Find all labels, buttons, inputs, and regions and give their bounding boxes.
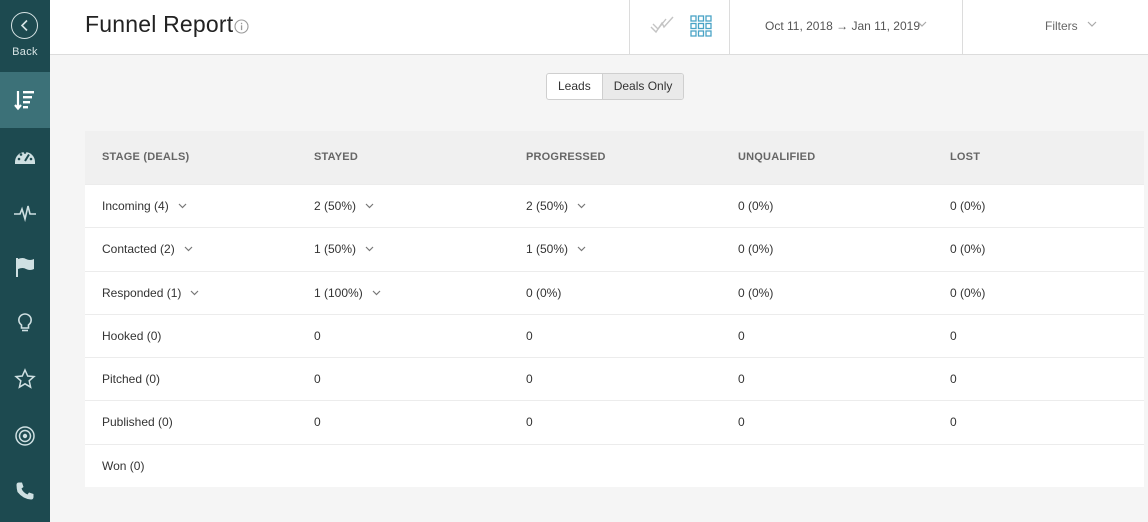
chevron-down-icon[interactable] — [577, 246, 586, 252]
phone-icon — [16, 482, 34, 500]
sidebar: Back — [0, 0, 50, 522]
progressed-cell: 0 — [526, 372, 533, 387]
header-divider — [629, 0, 630, 55]
stayed-cell[interactable]: 1 (50%) — [314, 242, 374, 256]
table-header: STAGE (DEALS) STAYED PROGRESSED UNQUALIF… — [85, 131, 1144, 184]
table-row: Published (0) 0 0 0 0 — [85, 400, 1144, 443]
chevron-down-icon[interactable] — [372, 290, 381, 296]
progressed-cell: 0 (0%) — [526, 285, 562, 300]
lightbulb-icon — [18, 313, 32, 332]
unqualified-cell: 0 (0%) — [738, 242, 774, 257]
table-row: Contacted (2) 1 (50%) 1 (50%) 0 (0%) 0 (… — [85, 227, 1144, 270]
stage-cell: Pitched (0) — [102, 372, 161, 387]
target-icon — [15, 426, 35, 446]
table-row: Responded (1) 1 (100%) 0 (0%) 0 (0%) 0 (… — [85, 270, 1144, 314]
stayed-cell: 0 — [314, 328, 321, 343]
cell-text: 1 (100%) — [314, 285, 363, 300]
gauge-icon — [15, 151, 35, 164]
progressed-cell[interactable]: 2 (50%) — [526, 199, 586, 213]
cell-text: Contacted (2) — [102, 242, 175, 257]
table-row: Won (0) — [85, 443, 1144, 487]
star-icon — [14, 368, 36, 389]
column-header-lost: LOST — [950, 151, 981, 163]
progressed-cell: 0 — [526, 415, 533, 430]
table-row: Incoming (4) 2 (50%) 2 (50%) 0 (0%) 0 (0… — [85, 184, 1144, 227]
chevron-left-icon — [11, 12, 38, 39]
lost-cell: 0 (0%) — [950, 199, 986, 213]
info-icon[interactable] — [234, 19, 249, 34]
grid-view-icon[interactable] — [690, 15, 712, 37]
cell-text: Incoming (4) — [102, 199, 169, 213]
lost-cell: 0 (0%) — [950, 285, 986, 300]
lost-cell: 0 — [950, 372, 957, 387]
cell-text: Responded (1) — [102, 285, 182, 300]
chevron-down-icon[interactable] — [184, 246, 193, 252]
sidebar-item-funnel[interactable] — [0, 72, 50, 128]
lost-cell: 0 (0%) — [950, 242, 986, 257]
back-label: Back — [12, 46, 38, 58]
chevron-down-icon[interactable] — [178, 203, 187, 209]
flag-icon — [16, 258, 34, 277]
sidebar-item-targets[interactable] — [0, 408, 50, 464]
page-title: Funnel Report — [85, 11, 234, 37]
column-header-stayed: STAYED — [314, 151, 358, 163]
date-range-selector[interactable]: Oct 11, 2018 → Jan 11, 2019 — [765, 19, 920, 33]
stage-cell: Won (0) — [102, 458, 145, 473]
unqualified-cell: 0 — [738, 372, 745, 387]
funnel-table: STAGE (DEALS) STAYED PROGRESSED UNQUALIF… — [85, 131, 1144, 488]
stayed-cell[interactable]: 2 (50%) — [314, 199, 374, 213]
stage-cell[interactable]: Responded (1) — [102, 286, 199, 300]
chart-view-icon[interactable] — [650, 15, 674, 37]
lost-cell: 0 — [950, 328, 957, 343]
column-header-progressed: PROGRESSED — [526, 151, 606, 163]
progressed-cell: 0 — [526, 328, 533, 343]
funnel-report-icon — [14, 91, 34, 111]
sidebar-item-dashboard[interactable] — [0, 128, 50, 184]
chevron-down-icon[interactable] — [190, 290, 199, 296]
table-row: Hooked (0) 0 0 0 0 — [85, 313, 1144, 357]
back-button[interactable]: Back — [0, 0, 50, 72]
chevron-down-icon[interactable] — [365, 203, 374, 209]
column-header-stage: STAGE (DEALS) — [102, 151, 190, 163]
column-header-unqualified: UNQUALIFIED — [738, 151, 816, 163]
sidebar-item-campaigns[interactable] — [0, 239, 50, 295]
cell-text: 2 (50%) — [314, 199, 357, 213]
stage-cell: Published (0) — [102, 415, 173, 430]
cell-text: 2 (50%) — [526, 199, 569, 213]
header-divider — [729, 0, 730, 55]
unqualified-cell: 0 (0%) — [738, 285, 774, 300]
stage-cell[interactable]: Incoming (4) — [102, 199, 187, 213]
pulse-icon — [14, 205, 36, 223]
cell-text: 1 (50%) — [526, 242, 569, 257]
stage-cell[interactable]: Contacted (2) — [102, 242, 193, 256]
header-divider — [962, 0, 963, 55]
stage-cell: Hooked (0) — [102, 328, 162, 343]
leads-deals-toggle: Leads Deals Only — [546, 73, 685, 100]
progressed-cell[interactable]: 1 (50%) — [526, 242, 586, 256]
chevron-down-icon[interactable] — [1087, 21, 1097, 27]
cell-text: 1 (50%) — [314, 242, 357, 257]
chevron-down-icon[interactable] — [577, 203, 586, 209]
header: Funnel Report Oct 11, 2018 → Jan 11, 201… — [50, 0, 1148, 55]
toggle-deals-only[interactable]: Deals Only — [601, 74, 684, 99]
toggle-leads[interactable]: Leads — [558, 79, 591, 93]
chevron-down-icon[interactable] — [917, 21, 927, 27]
unqualified-cell: 0 — [738, 415, 745, 430]
filters-button[interactable]: Filters — [1045, 19, 1078, 33]
sidebar-item-activity[interactable] — [0, 185, 50, 241]
table-row: Pitched (0) 0 0 0 0 — [85, 357, 1144, 400]
sidebar-item-ideas[interactable] — [0, 295, 50, 351]
unqualified-cell: 0 (0%) — [738, 199, 774, 213]
sidebar-item-calls[interactable] — [0, 463, 50, 519]
stayed-cell: 0 — [314, 372, 321, 387]
lost-cell: 0 — [950, 415, 957, 430]
sidebar-item-favorites[interactable] — [0, 351, 50, 407]
chevron-down-icon[interactable] — [365, 246, 374, 252]
stayed-cell[interactable]: 1 (100%) — [314, 286, 381, 300]
unqualified-cell: 0 — [738, 328, 745, 343]
stayed-cell: 0 — [314, 415, 321, 430]
